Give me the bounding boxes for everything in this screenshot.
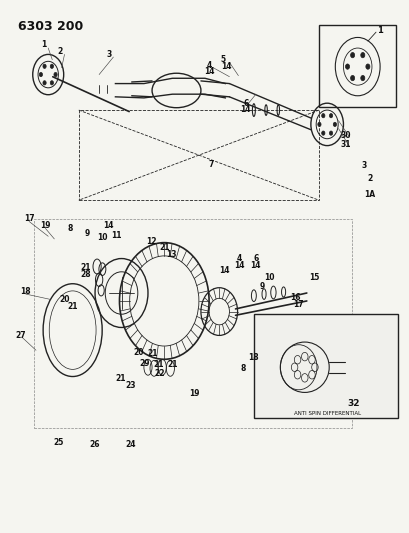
- Text: 2: 2: [58, 47, 63, 56]
- Text: 31: 31: [339, 140, 350, 149]
- Text: 3: 3: [106, 50, 112, 59]
- Text: 14: 14: [221, 62, 231, 70]
- Text: 14: 14: [103, 221, 113, 230]
- Text: 14: 14: [240, 105, 250, 114]
- Text: 6: 6: [243, 99, 248, 108]
- Text: 17: 17: [25, 214, 35, 223]
- Text: 9: 9: [259, 282, 264, 291]
- Text: 29: 29: [139, 359, 150, 367]
- Text: 21: 21: [159, 244, 169, 253]
- Text: 20: 20: [59, 295, 70, 304]
- Text: 4: 4: [236, 254, 242, 263]
- Text: 21: 21: [147, 350, 158, 359]
- Text: 14: 14: [250, 261, 261, 270]
- Text: 1A: 1A: [364, 190, 375, 199]
- Text: 25: 25: [53, 438, 63, 447]
- Text: 8: 8: [240, 364, 246, 373]
- Text: 19: 19: [40, 221, 50, 230]
- Text: 10: 10: [263, 272, 274, 281]
- Circle shape: [39, 72, 43, 77]
- Text: 18: 18: [248, 353, 258, 362]
- Text: ANTI SPIN DIFFERENTIAL: ANTI SPIN DIFFERENTIAL: [293, 411, 360, 416]
- Text: 21: 21: [153, 360, 163, 369]
- Text: 19: 19: [189, 389, 200, 398]
- Text: 9: 9: [84, 229, 89, 238]
- Text: 17: 17: [292, 300, 303, 309]
- Text: 21: 21: [81, 263, 91, 271]
- Text: 16: 16: [290, 293, 300, 302]
- Text: 28: 28: [81, 270, 91, 279]
- Circle shape: [365, 64, 369, 69]
- Circle shape: [321, 131, 324, 135]
- Circle shape: [50, 80, 54, 85]
- Circle shape: [317, 122, 320, 126]
- Text: 1: 1: [376, 26, 382, 35]
- Text: 12: 12: [146, 237, 156, 246]
- Text: 14: 14: [219, 266, 229, 275]
- Text: 15: 15: [308, 272, 319, 281]
- Circle shape: [350, 52, 354, 58]
- Text: 13: 13: [166, 251, 176, 260]
- Text: 21: 21: [167, 360, 177, 369]
- Text: 32: 32: [346, 399, 359, 408]
- Circle shape: [321, 114, 324, 118]
- Text: 30: 30: [339, 131, 350, 140]
- Text: 5: 5: [220, 55, 225, 64]
- Text: 27: 27: [16, 331, 26, 340]
- Circle shape: [50, 64, 54, 68]
- Circle shape: [350, 76, 354, 80]
- Circle shape: [43, 80, 46, 85]
- Text: 26: 26: [89, 440, 99, 449]
- Text: 24: 24: [125, 440, 136, 449]
- Text: 1: 1: [41, 41, 47, 50]
- Text: 14: 14: [234, 261, 244, 270]
- Text: 10: 10: [97, 233, 108, 243]
- Bar: [253, 314, 398, 418]
- Text: 18: 18: [20, 287, 30, 296]
- Circle shape: [345, 64, 349, 69]
- Text: 6: 6: [253, 254, 258, 263]
- Circle shape: [328, 131, 332, 135]
- Text: 21: 21: [115, 374, 125, 383]
- Text: 22: 22: [154, 369, 164, 378]
- Text: 2: 2: [366, 174, 372, 183]
- Text: 11: 11: [111, 231, 121, 240]
- Circle shape: [333, 122, 336, 126]
- Text: 8: 8: [68, 224, 73, 233]
- Text: 21: 21: [67, 302, 78, 311]
- Text: 23: 23: [125, 381, 136, 390]
- Text: 3: 3: [360, 161, 366, 170]
- Text: 6303 200: 6303 200: [18, 20, 83, 33]
- Text: 20: 20: [133, 348, 144, 357]
- Circle shape: [360, 76, 364, 80]
- Circle shape: [360, 52, 364, 58]
- Text: 14: 14: [203, 67, 214, 76]
- Bar: [318, 25, 396, 108]
- Circle shape: [54, 72, 57, 77]
- Text: 7: 7: [208, 160, 213, 169]
- Circle shape: [43, 64, 46, 68]
- Text: 4: 4: [206, 61, 211, 69]
- Circle shape: [328, 114, 332, 118]
